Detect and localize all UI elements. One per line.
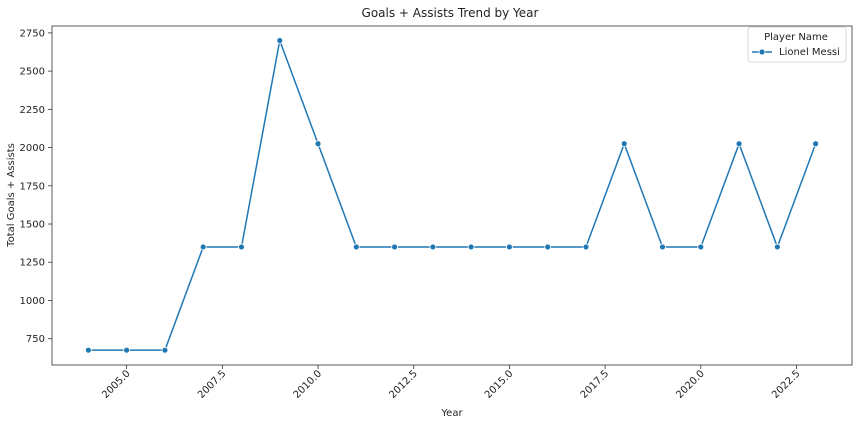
- y-tick-label: 2250: [20, 105, 45, 116]
- data-point: [352, 243, 360, 251]
- legend-box: [747, 26, 847, 63]
- x-tick-label: 2007.5: [196, 368, 229, 401]
- y-tick-label: 1750: [20, 181, 45, 192]
- data-point: [773, 243, 781, 251]
- y-axis: 750 1000 1250 1500 1750 2000 2250 2500 2750: [20, 28, 52, 345]
- y-tick-label: 1250: [20, 258, 45, 269]
- data-point: [620, 140, 628, 148]
- data-point: [391, 243, 398, 251]
- data-point: [314, 140, 322, 148]
- plot-frame: [51, 25, 853, 366]
- data-point: [199, 243, 207, 251]
- legend-series-marker: [758, 48, 766, 56]
- legend-series-label: Lionel Messi: [779, 47, 840, 58]
- x-tick-label: 2012.5: [387, 368, 420, 401]
- x-axis-label: Year: [440, 408, 463, 419]
- chart-title: Goals + Assists Trend by Year: [362, 6, 539, 20]
- data-point: [84, 346, 92, 354]
- legend: Player Name Lionel Messi: [747, 26, 847, 63]
- data-point: [429, 243, 437, 251]
- data-point: [276, 37, 284, 44]
- data-point: [582, 243, 590, 251]
- y-tick-label: 2000: [20, 143, 45, 154]
- data-point: [238, 243, 245, 251]
- data-point: [659, 243, 666, 251]
- data-point: [812, 140, 820, 148]
- series-layer: [84, 37, 820, 354]
- data-point: [467, 243, 475, 251]
- x-axis: 2005.0 2007.5 2010.0 2012.5 2015.0 2017.5 2020…: [100, 365, 803, 401]
- data-point: [161, 346, 169, 354]
- plot-area: 2005.0 2007.5 2010.0 2012.5 2015.0 2017.5 2020…: [20, 25, 853, 401]
- x-tick-label: 2017.5: [579, 368, 612, 401]
- x-tick-label: 2005.0: [100, 368, 133, 401]
- y-tick-label: 2750: [20, 28, 45, 39]
- legend-title: Player Name: [764, 32, 828, 43]
- x-tick-label: 2022.5: [770, 368, 803, 401]
- data-point: [544, 243, 552, 251]
- y-axis-label: Total Goals + Assists: [6, 143, 17, 248]
- y-tick-label: 1000: [20, 296, 45, 307]
- data-point: [123, 346, 131, 354]
- data-point: [697, 243, 705, 251]
- y-tick-label: 750: [26, 334, 45, 345]
- y-tick-label: 2500: [20, 67, 45, 78]
- y-tick-label: 1500: [20, 220, 45, 231]
- x-tick-label: 2020.0: [674, 368, 707, 401]
- x-tick-label: 2015.0: [483, 368, 516, 401]
- data-point: [506, 243, 513, 251]
- x-tick-label: 2010.0: [292, 368, 325, 401]
- series-line: [88, 39, 817, 351]
- data-point: [735, 140, 743, 148]
